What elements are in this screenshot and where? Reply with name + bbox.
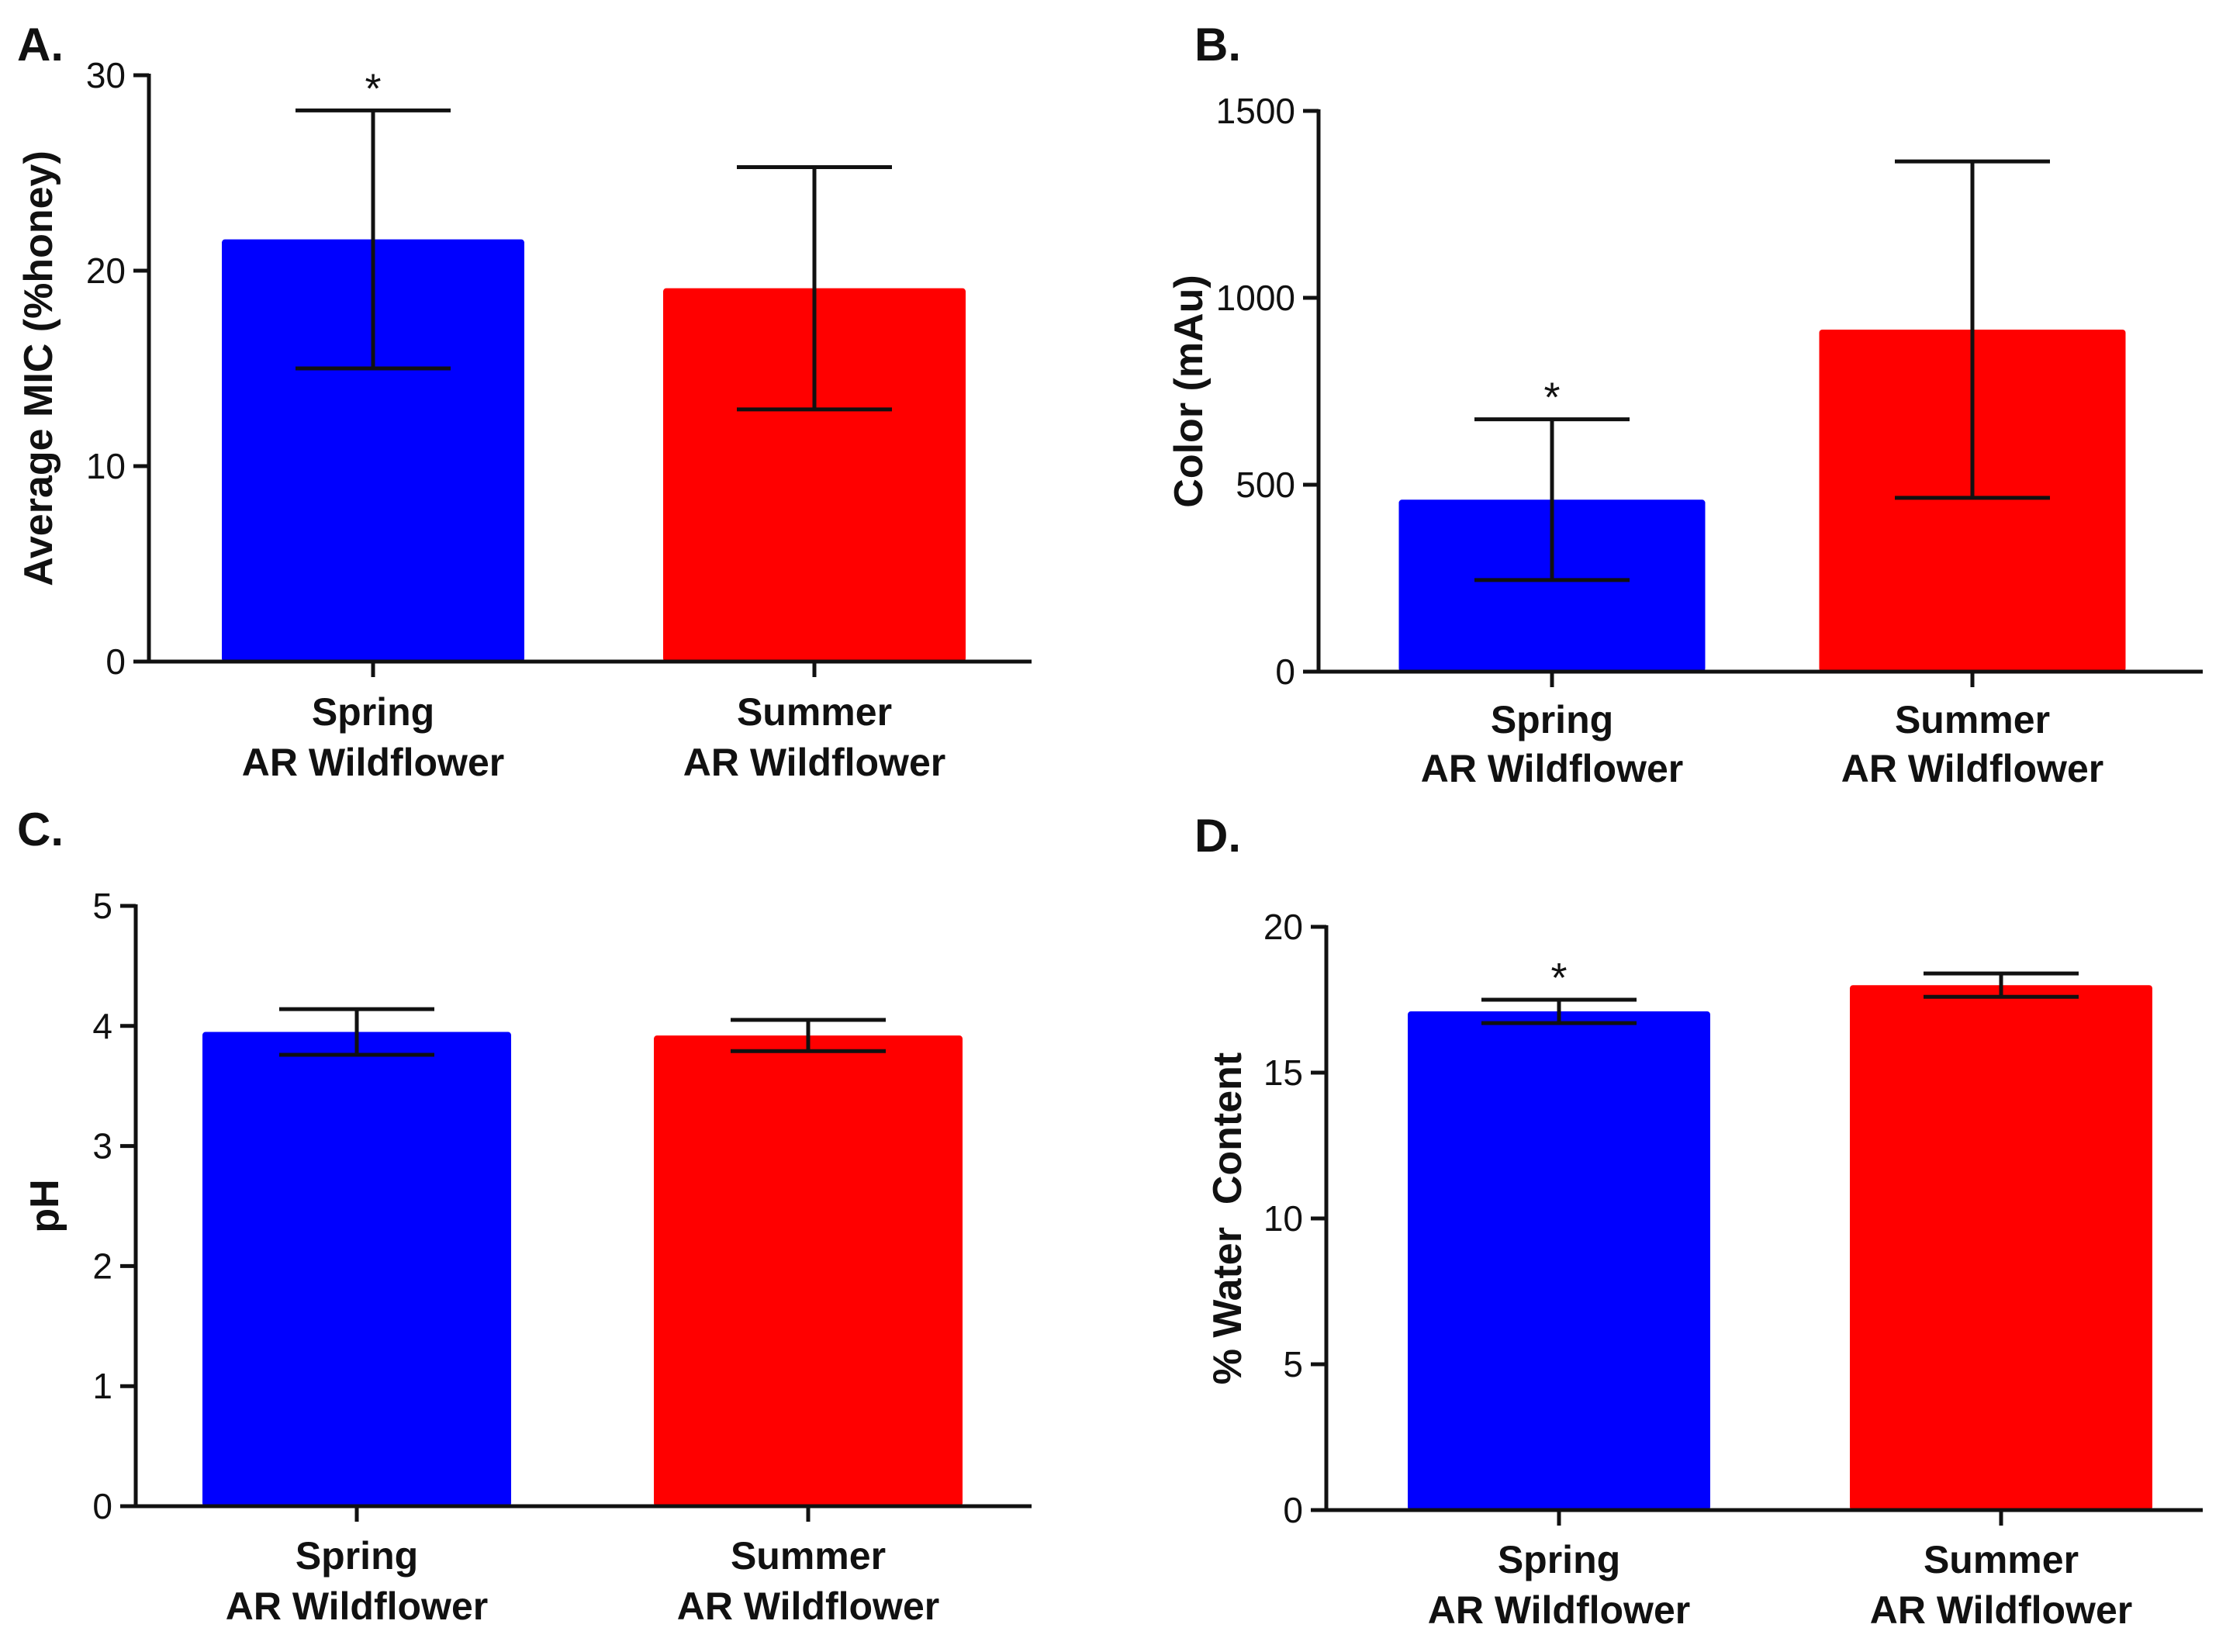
y-axis-title: Color (mAu) — [1167, 275, 1212, 507]
x-tick-label: Spring — [1491, 698, 1613, 741]
bar-summer — [654, 1035, 963, 1506]
bar-spring — [222, 239, 524, 662]
x-tick-label: Spring — [312, 690, 434, 734]
bar-spring — [202, 1032, 511, 1506]
x-tick-label: AR Wildflower — [242, 741, 504, 784]
y-tick-label: 30 — [86, 55, 126, 95]
x-tick-label: AR Wildflower — [1870, 1588, 2132, 1632]
panel-label: B. — [1194, 19, 1241, 71]
x-tick-label: AR Wildflower — [1421, 747, 1683, 790]
y-tick-label: 0 — [105, 641, 126, 682]
panel-label: C. — [17, 804, 64, 855]
y-tick-label: 1500 — [1216, 91, 1295, 131]
panel-label: A. — [17, 19, 64, 71]
y-tick-label: 10 — [1263, 1198, 1303, 1239]
chart-panel-c: C. 0 1 2 3 4 5 Spring AR Wildflower Summer AR Wild… — [17, 804, 1032, 1628]
significance-marker: * — [365, 65, 381, 112]
x-tick-label: AR Wildflower — [683, 741, 945, 784]
y-axis-title: % Water Content — [1205, 1052, 1250, 1385]
x-tick-label: Summer — [737, 690, 892, 734]
bar-summer — [663, 288, 966, 662]
x-tick-label: AR Wildflower — [1841, 747, 2103, 790]
x-tick-label: AR Wildflower — [226, 1585, 488, 1628]
y-tick-label: 5 — [92, 886, 112, 926]
y-tick-label: 10 — [86, 446, 126, 486]
bar-summer — [1819, 329, 2126, 672]
x-tick-label: AR Wildflower — [677, 1585, 939, 1628]
chart-panel-a: A. * 0 10 20 30 Spring AR Wildflower Summer AR Wi… — [16, 19, 1032, 784]
x-tick-label: Spring — [296, 1534, 418, 1578]
x-tick-label: Summer — [1924, 1538, 2079, 1581]
y-tick-label: 3 — [92, 1126, 112, 1166]
bar-spring — [1398, 499, 1706, 672]
y-tick-label: 1 — [92, 1366, 112, 1406]
x-tick-label: Summer — [1895, 698, 2050, 741]
y-tick-label: 0 — [1275, 651, 1295, 692]
y-tick-label: 4 — [92, 1006, 112, 1046]
significance-marker: * — [1543, 375, 1560, 421]
x-tick-label: Summer — [731, 1534, 886, 1578]
y-tick-label: 20 — [86, 251, 126, 291]
x-tick-label: AR Wildflower — [1428, 1588, 1690, 1632]
y-tick-label: 0 — [1283, 1490, 1303, 1530]
chart-panel-d: D. * 0 5 10 15 20 Spring AR Wildflower Summer AR W… — [1194, 810, 2203, 1632]
y-tick-label: 0 — [92, 1486, 112, 1526]
y-tick-label: 20 — [1263, 907, 1303, 947]
y-tick-label: 2 — [92, 1246, 112, 1286]
x-tick-label: Spring — [1498, 1538, 1620, 1581]
y-axis-title: pH — [22, 1179, 67, 1232]
bar-summer — [1850, 985, 2152, 1510]
y-tick-label: 1000 — [1216, 278, 1295, 318]
y-tick-label: 15 — [1263, 1052, 1303, 1093]
bar-spring — [1408, 1011, 1710, 1510]
significance-marker: * — [1550, 955, 1567, 1001]
y-axis-title: Average MIC (%honey) — [16, 150, 61, 586]
y-tick-label: 500 — [1236, 465, 1295, 505]
panel-label: D. — [1194, 810, 1241, 862]
chart-panel-b: B. * 0 500 1000 1500 Spring AR Wildflower Summer… — [1167, 19, 2203, 790]
y-tick-label: 5 — [1283, 1344, 1303, 1384]
